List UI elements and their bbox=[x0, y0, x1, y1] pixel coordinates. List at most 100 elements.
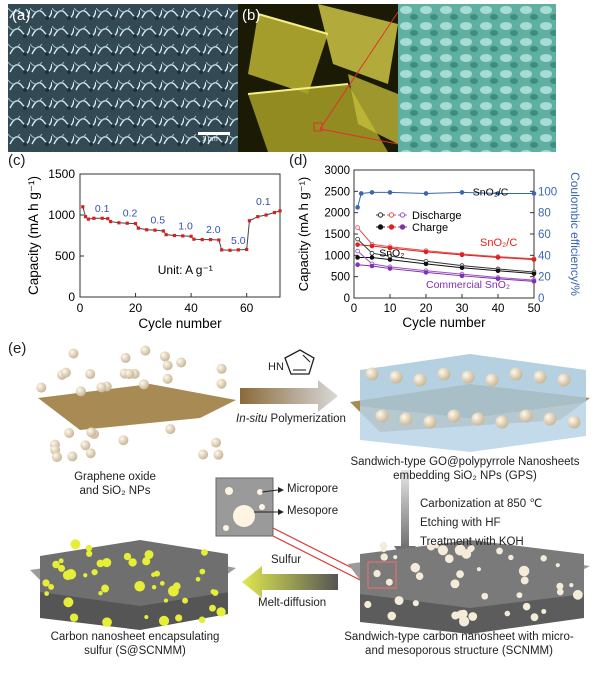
chart-d-legend-marker bbox=[399, 212, 406, 218]
chart-c-point bbox=[217, 238, 221, 242]
sulfur-filled-pore bbox=[163, 598, 169, 603]
chart-c-point bbox=[92, 216, 96, 220]
sio2-nanoparticle bbox=[176, 357, 187, 368]
sem-texture-b-zoom bbox=[398, 4, 556, 152]
chart-d-point bbox=[495, 268, 501, 273]
gps-sio2-particle bbox=[509, 367, 523, 381]
sulfur-filled-pore bbox=[96, 559, 105, 568]
chart-c-point bbox=[172, 233, 177, 238]
sulfur-filled-pore bbox=[48, 583, 55, 590]
carbonization-arrow bbox=[394, 470, 416, 562]
chart-c-point bbox=[125, 221, 129, 225]
sulfur-filled-pore bbox=[98, 591, 103, 596]
chart-c-point bbox=[272, 210, 277, 215]
scnmm-pore bbox=[450, 579, 460, 589]
sulfur-filled-pore bbox=[42, 579, 50, 587]
chart-d-point bbox=[423, 261, 429, 267]
chart-d-point bbox=[495, 255, 501, 260]
chart-c-rate-capability: 0 500 1000 1500 0 20 40 60 Cycle number Capacity … bbox=[26, 167, 282, 331]
sio2-nanoparticle bbox=[138, 379, 149, 390]
chart-d-ytick-label: 1000 bbox=[324, 250, 350, 262]
scnmm-pore bbox=[373, 569, 381, 578]
scnmm-pore bbox=[426, 542, 436, 551]
chart-d-point bbox=[355, 262, 360, 268]
sulfur-label: Sulfur bbox=[271, 554, 302, 566]
chart-d-legend-marker bbox=[377, 212, 384, 218]
chart-d-point bbox=[355, 242, 360, 247]
scnmm-pore bbox=[444, 554, 454, 564]
chart-d-point bbox=[423, 270, 429, 275]
sscnmm-caption: Carbon nanosheet encapsulating sulfur (S… bbox=[50, 631, 220, 657]
chart-c-rate-label: 5.0 bbox=[231, 235, 246, 247]
sio2-nanoparticle bbox=[162, 373, 173, 384]
chart-c-point bbox=[256, 215, 260, 219]
scnmm-pore bbox=[555, 563, 560, 568]
chart-d-point bbox=[369, 255, 375, 260]
chart-d-point bbox=[355, 248, 360, 254]
sulfur-filled-pore bbox=[216, 607, 226, 617]
sulfur-filled-pore bbox=[85, 544, 93, 552]
gps-sio2-particle bbox=[375, 409, 389, 423]
chart-d-legend-marker bbox=[399, 224, 406, 230]
chart-c-ytick-label: 0 bbox=[68, 290, 75, 304]
scnmm-pore bbox=[520, 576, 529, 585]
chart-d-point bbox=[355, 205, 360, 210]
sulfur-filled-pore bbox=[209, 604, 216, 612]
chart-c-point bbox=[208, 238, 213, 242]
scnmm-pore bbox=[476, 567, 482, 572]
scnmm-pore bbox=[393, 555, 398, 560]
gps-sio2-particle bbox=[437, 367, 451, 381]
scnmm-pore bbox=[456, 570, 464, 579]
chart-d-point bbox=[355, 255, 360, 260]
gps-caption: Sandwich-type GO@polypyrrole Nanosheets … bbox=[350, 456, 580, 482]
sulfur-filled-pore bbox=[158, 615, 170, 626]
polymerization-label: In-situ Polymerization bbox=[236, 413, 346, 425]
chart-d-point bbox=[358, 191, 364, 196]
chart-c-point bbox=[236, 248, 240, 252]
sulfur-filled-pore bbox=[175, 614, 183, 622]
chart-c-point bbox=[136, 226, 140, 230]
chart-c-point bbox=[181, 234, 185, 238]
scnmm-caption: Sandwich-type carbon nanosheet with micr… bbox=[344, 631, 574, 657]
mesopore-label: Mesopore bbox=[287, 505, 339, 517]
sio2-nanoparticle bbox=[86, 427, 97, 438]
scnmm-pore bbox=[556, 582, 564, 590]
sio2-nanoparticle bbox=[216, 363, 227, 374]
chart-c-ytick-label: 500 bbox=[55, 249, 75, 263]
gps-sio2-particle bbox=[557, 373, 571, 387]
chart-c-point bbox=[106, 217, 110, 221]
gps-sio2-particle bbox=[461, 370, 475, 384]
scnmm-pore bbox=[508, 554, 514, 561]
in-situ-label: In-situ bbox=[236, 413, 268, 425]
chart-d-point bbox=[387, 190, 393, 195]
chart-d-legend-marker bbox=[388, 212, 395, 218]
sulfur-filled-pore bbox=[128, 558, 137, 567]
chart-c-ylabel: Capacity (mA h g⁻¹) bbox=[26, 176, 41, 295]
chart-d-point bbox=[423, 191, 429, 196]
chart-c-point bbox=[117, 221, 121, 225]
chart-d-xlabel: Cycle number bbox=[402, 315, 486, 330]
sulfur-filled-pore bbox=[91, 569, 98, 576]
scnmm-pore bbox=[394, 596, 404, 606]
chart-d-ytick-label: 500 bbox=[331, 272, 350, 284]
sio2-nanoparticle bbox=[67, 451, 78, 462]
sio2-nanoparticle bbox=[85, 369, 96, 380]
chart-d-point bbox=[369, 250, 375, 256]
chart-d-ytick-label: 1500 bbox=[324, 229, 350, 241]
chart-d-xtick-label: 20 bbox=[420, 303, 433, 315]
scnmm-pore bbox=[434, 543, 439, 549]
sem-image-b-zoom bbox=[398, 4, 556, 152]
chart-d-legend-marker bbox=[377, 224, 384, 230]
chart-c-point bbox=[200, 238, 204, 242]
chart-d-point bbox=[387, 245, 393, 251]
sio2-nanoparticle bbox=[60, 367, 71, 378]
sulfur-filled-pore bbox=[58, 558, 64, 564]
gps-nanosheet bbox=[350, 354, 590, 452]
scnmm-pore bbox=[504, 610, 511, 617]
chart-c-xtick-label: 20 bbox=[129, 301, 143, 315]
chart-d-ylabel: Capacity (mA h g⁻¹) bbox=[296, 177, 311, 292]
go-sio2-caption: Graphene oxide and SiO₂ NPs bbox=[74, 471, 156, 497]
gps-sio2-particle bbox=[471, 412, 485, 426]
gps-sio2-particle bbox=[389, 370, 403, 384]
scnmm-pore bbox=[496, 547, 503, 555]
